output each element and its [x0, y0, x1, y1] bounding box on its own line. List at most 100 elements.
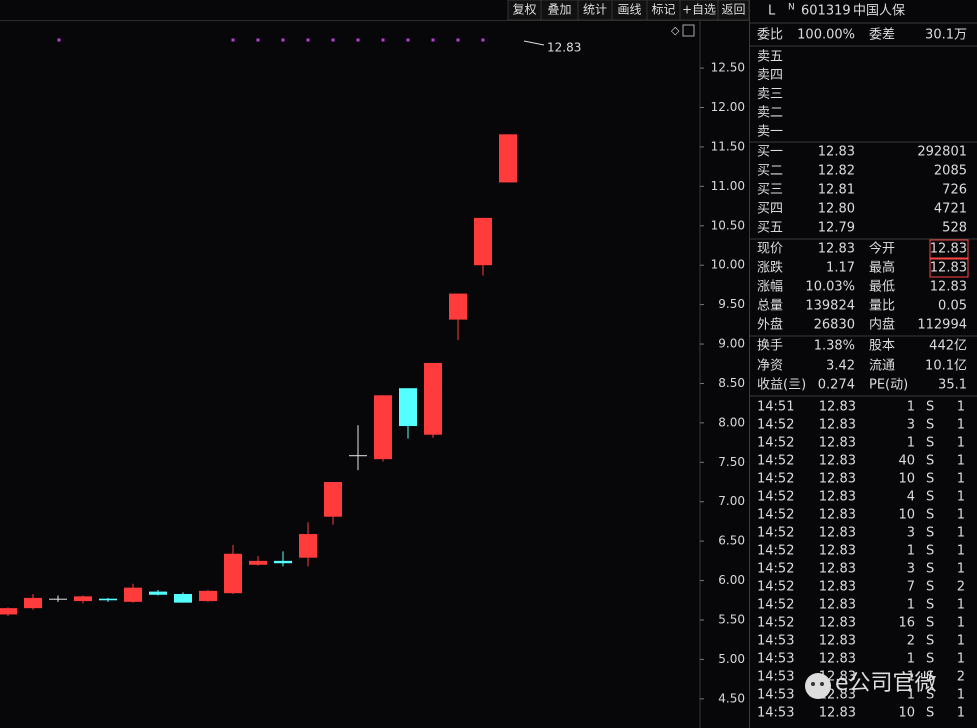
trade-price: 12.83	[819, 652, 856, 667]
flag-n: N	[788, 3, 795, 13]
trade-volume: 10	[898, 706, 915, 721]
buy-price: 12.80	[818, 202, 855, 217]
buy-label: 买三	[757, 183, 783, 198]
trade-side: S	[926, 472, 934, 487]
stat-value: 0.05	[938, 299, 967, 314]
stat-label: 换手	[757, 339, 783, 354]
trade-time: 14:52	[757, 580, 794, 595]
trade-volume: 40	[898, 454, 915, 469]
trade-count: 1	[957, 634, 965, 649]
watermark-text: e公司官微	[835, 671, 937, 696]
toolbar-label[interactable]: 统计	[583, 3, 607, 17]
candle-body	[74, 596, 92, 602]
y-tick-label: 11.50	[711, 139, 745, 153]
candle-body	[499, 134, 517, 183]
value: 30.1万	[925, 28, 967, 43]
signal-dot	[231, 38, 235, 42]
toolbar-label[interactable]: 画线	[617, 3, 641, 17]
trade-count: 1	[957, 400, 965, 415]
flag-l: L	[768, 4, 776, 19]
trade-time: 14:52	[757, 598, 794, 613]
trade-count: 1	[957, 706, 965, 721]
trade-volume: 3	[907, 526, 915, 541]
window-icon[interactable]	[682, 24, 695, 37]
trade-side: S	[926, 508, 934, 523]
trade-time: 14:53	[757, 706, 794, 721]
candle-body	[299, 534, 317, 558]
toolbar-button[interactable]	[717, 0, 750, 21]
trade-side: S	[926, 436, 934, 451]
trade-volume: 1	[907, 670, 915, 685]
trade-volume: 3	[907, 562, 915, 577]
trade-time: 14:52	[757, 508, 794, 523]
candle-body	[149, 591, 167, 595]
trade-side: S	[926, 526, 934, 541]
trade-side: S	[926, 706, 934, 721]
stock-name: 中国人保	[853, 4, 905, 19]
buy-label: 买二	[757, 164, 783, 179]
trade-price: 12.83	[819, 580, 856, 595]
trade-side: S	[926, 670, 934, 685]
candle-body	[374, 395, 392, 460]
stat-label: 总量	[757, 299, 783, 314]
trade-time: 14:53	[757, 634, 794, 649]
trade-count: 1	[957, 472, 965, 487]
signal-dot	[331, 38, 335, 42]
y-tick-label: 6.50	[718, 534, 745, 548]
stat-value: 10.1亿	[925, 359, 967, 374]
trade-side: S	[926, 688, 934, 703]
y-tick-label: 12.50	[711, 61, 745, 75]
candle-body	[449, 293, 467, 320]
trade-price: 12.83	[819, 544, 856, 559]
stat-value: 12.83	[930, 242, 967, 257]
trade-price: 12.83	[819, 562, 856, 577]
trade-volume: 4	[907, 490, 915, 505]
trade-time: 14:51	[757, 400, 794, 415]
buy-price: 12.83	[818, 145, 855, 160]
trade-side: S	[926, 616, 934, 631]
signal-dot	[481, 38, 485, 42]
trade-price: 12.83	[819, 598, 856, 613]
toolbar-label[interactable]: +自选	[682, 3, 716, 17]
stat-label: 外盘	[757, 317, 783, 333]
candle-body	[424, 362, 442, 435]
toolbar-label[interactable]: 返回	[721, 3, 745, 17]
buy-volume: 4721	[934, 202, 967, 217]
candle-body	[324, 482, 342, 517]
candle-body	[199, 590, 217, 602]
sell-label: 卖三	[757, 87, 783, 102]
trade-time: 14:52	[757, 418, 794, 433]
signal-dot	[306, 38, 310, 42]
trade-price: 12.83	[819, 418, 856, 433]
stat-label: 内盘	[869, 317, 895, 333]
stat-label: 今开	[869, 241, 895, 257]
toolbar-label[interactable]: 叠加	[547, 3, 571, 17]
trade-volume: 1	[907, 436, 915, 451]
diamond-icon[interactable]: ◇	[671, 24, 680, 37]
candle-body	[24, 597, 42, 609]
candle-body	[349, 455, 367, 457]
trade-price: 12.83	[819, 454, 856, 469]
signal-dot	[57, 38, 61, 42]
stat-value: 35.1	[938, 378, 967, 393]
trade-time: 14:52	[757, 616, 794, 631]
trade-count: 1	[957, 508, 965, 523]
candle-body	[224, 553, 242, 594]
toolbar-label[interactable]: 标记	[651, 3, 675, 17]
toolbar-label[interactable]: 复权	[512, 3, 536, 17]
trade-volume: 1	[907, 598, 915, 613]
stat-label: 股本	[869, 339, 895, 354]
trade-time: 14:52	[757, 472, 794, 487]
stat-label: 净资	[757, 359, 783, 374]
trade-count: 1	[957, 490, 965, 505]
label: 委比	[757, 28, 783, 43]
trade-price: 12.83	[819, 508, 856, 523]
y-tick-label: 10.50	[711, 218, 745, 232]
trade-time: 14:53	[757, 688, 794, 703]
signal-dot	[281, 38, 285, 42]
trade-volume: 16	[898, 616, 915, 631]
trade-time: 14:53	[757, 652, 794, 667]
trade-count: 1	[957, 616, 965, 631]
stat-value: 26830	[814, 318, 855, 333]
candle-body	[99, 598, 117, 601]
